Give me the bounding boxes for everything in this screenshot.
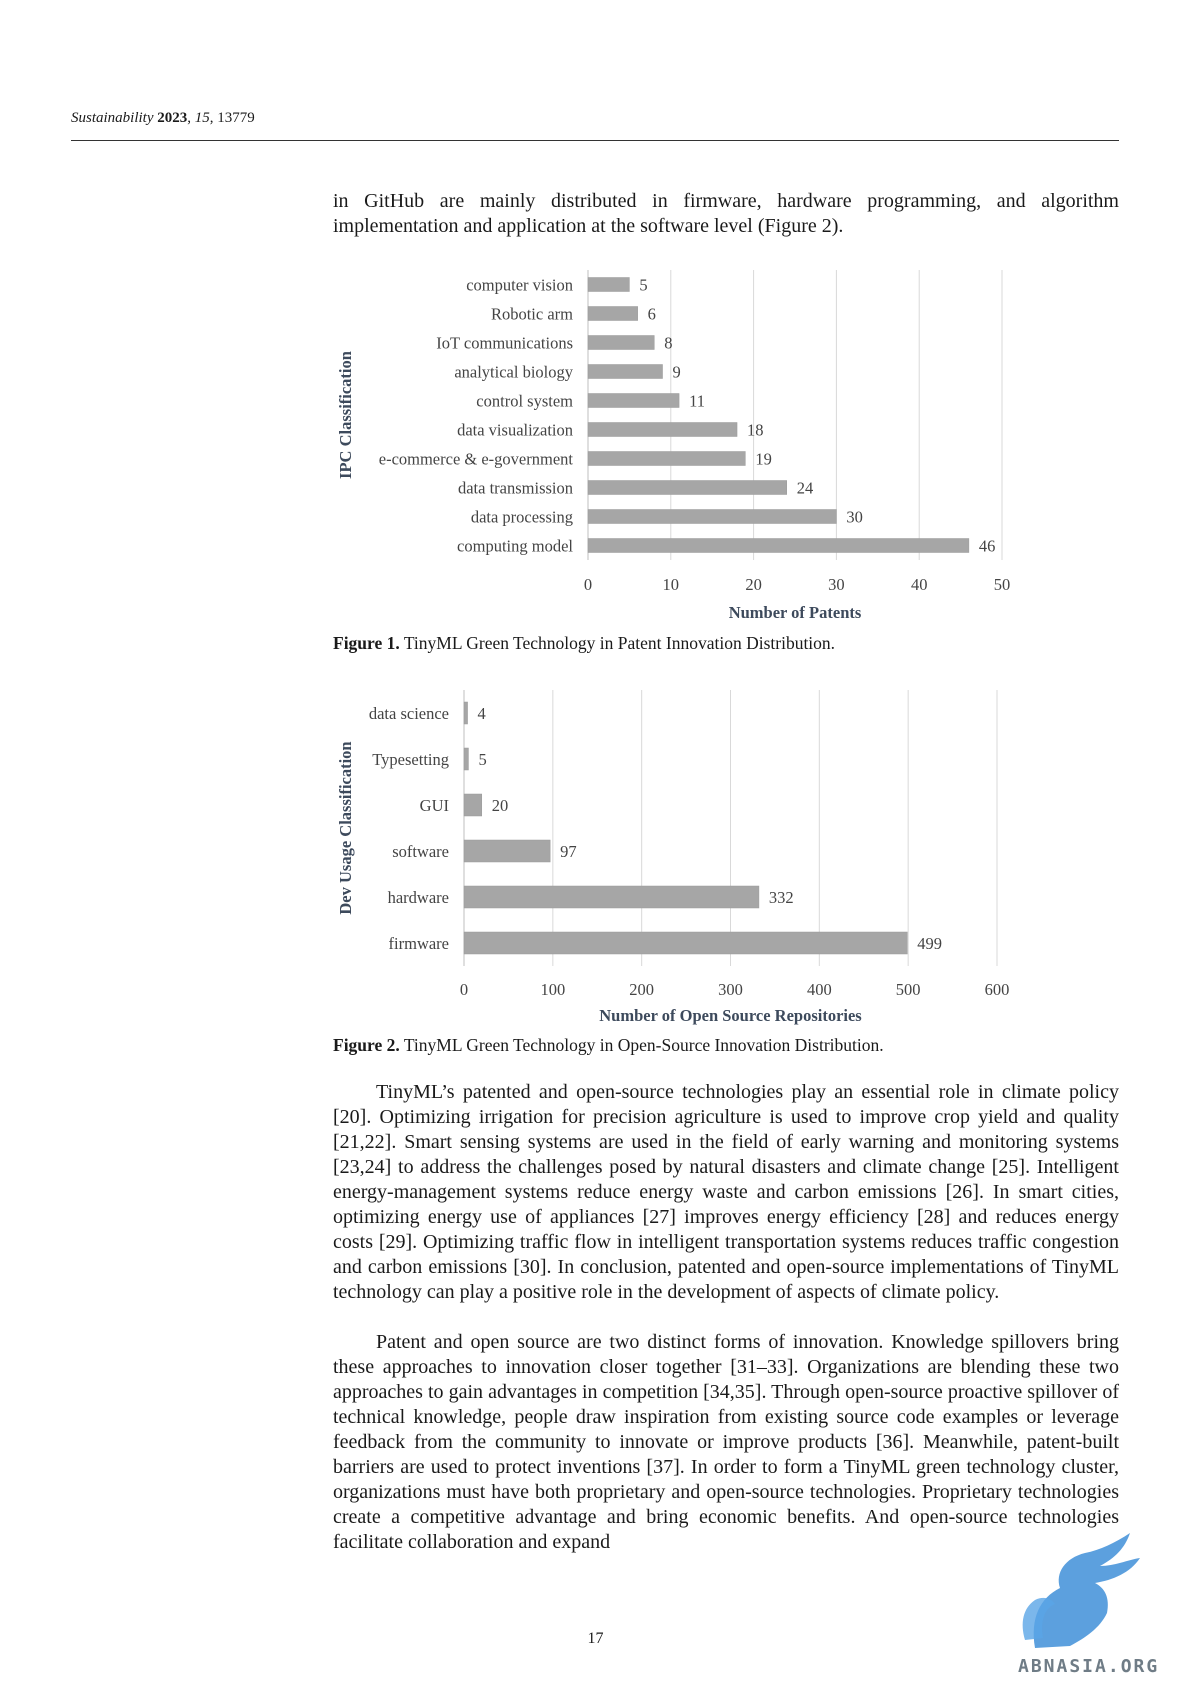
figure1-y-axis-title: IPC Classification — [336, 351, 355, 479]
figure1-value-label: 9 — [673, 363, 681, 382]
figure2-category-label: Typesetting — [372, 750, 449, 769]
figure1-category-label: computer vision — [466, 276, 573, 295]
figure2-value-label: 4 — [478, 704, 486, 723]
header-rule — [71, 140, 1119, 141]
figure2-caption-text: TinyML Green Technology in Open-Source I… — [403, 1035, 884, 1055]
figure2-bar — [463, 793, 483, 817]
figure1-category-label: computing model — [457, 537, 573, 556]
figure1-category-label: e-commerce & e-government — [379, 450, 574, 469]
figure2-tick-label: 600 — [985, 980, 1010, 999]
figure1-bar — [587, 393, 680, 408]
figure2-bar — [463, 747, 469, 771]
figure2-category-label: firmware — [389, 934, 449, 953]
journal-volume: 15 — [194, 110, 210, 126]
page-number: 17 — [587, 1630, 604, 1647]
figure1-caption: Figure 1. TinyML Green Technology in Pat… — [333, 632, 1119, 654]
body-paragraph-2: Patent and open source are two distinct … — [333, 1331, 1119, 1553]
figure2-bar — [463, 701, 468, 725]
figure2-x-axis-title: Number of Open Source Repositories — [599, 1006, 862, 1025]
griffin-logo-icon — [1022, 1533, 1140, 1648]
figure2-bar — [463, 885, 760, 909]
figure2-tick-label: 200 — [629, 980, 654, 999]
figure2-chart: 0 100 200 300 400 500 600 data science 4 Typesett… — [336, 690, 1010, 1025]
journal-name: Sustainability — [71, 110, 154, 126]
figure1-bar — [587, 335, 655, 350]
figure1-value-label: 8 — [664, 334, 672, 353]
figure1-tick-label: 30 — [828, 575, 845, 594]
figure1-bar — [587, 364, 663, 379]
figure1-category-label: control system — [476, 392, 573, 411]
body-paragraph-1: TinyML’s patented and open-source techno… — [333, 1081, 1119, 1303]
figure1-bar — [587, 277, 630, 292]
figure1-value-label: 24 — [797, 479, 814, 498]
figure1-tick-label: 10 — [663, 575, 680, 594]
figure2-category-label: data science — [369, 704, 449, 723]
figure2-tick-label: 100 — [540, 980, 565, 999]
figure1-value-label: 30 — [846, 508, 863, 527]
figure2-caption: Figure 2. TinyML Green Technology in Ope… — [333, 1034, 1119, 1056]
figure1-tick-label: 40 — [911, 575, 928, 594]
figure1-category-label: data transmission — [458, 479, 573, 498]
figure2-value-label: 499 — [917, 934, 942, 953]
journal-year: 2023 — [157, 110, 188, 126]
figure2-y-axis-title: Dev Usage Classification — [336, 741, 355, 914]
figure2-value-label: 332 — [769, 888, 794, 907]
article-number: 13779 — [217, 110, 255, 126]
figure1-bar — [587, 306, 638, 321]
figure1-value-label: 11 — [689, 392, 705, 411]
running-header: Sustainability 2023, 15, 13779 — [71, 110, 255, 126]
figure1-category-label: analytical biology — [454, 363, 573, 382]
figure2-tick-label: 300 — [718, 980, 743, 999]
figure2-value-label: 97 — [560, 842, 577, 861]
figure2-value-label: 5 — [478, 750, 486, 769]
figure1-bar — [587, 480, 787, 495]
figure1-category-label: IoT communications — [436, 334, 573, 353]
figure1-category-label: data visualization — [457, 421, 573, 440]
figure1-tick-label: 20 — [745, 575, 762, 594]
figure2-category-label: software — [392, 842, 449, 861]
figure1-value-label: 46 — [979, 537, 996, 556]
figure1-caption-text: TinyML Green Technology in Patent Innova… — [403, 633, 836, 653]
figure2-tick-label: 0 — [460, 980, 468, 999]
figure1-tick-label: 0 — [584, 575, 592, 594]
figure2-value-label: 20 — [492, 796, 509, 815]
watermark-text: ABNASIA.ORG — [1018, 1656, 1160, 1677]
figure1-category-label: data processing — [471, 508, 573, 527]
figure2-bar — [463, 839, 551, 863]
figure1-value-label: 18 — [747, 421, 764, 440]
figure1-value-label: 19 — [755, 450, 772, 469]
figure1-chart: 0 10 20 30 40 50 computer vision 5 Robotic arm 6 I… — [336, 270, 1011, 622]
figure1-bar — [587, 451, 746, 466]
figure2-label: Figure 2. — [333, 1035, 400, 1055]
figure1-category-label: Robotic arm — [491, 305, 573, 324]
figure1-x-axis-title: Number of Patents — [729, 603, 862, 622]
figure2-category-label: hardware — [388, 888, 449, 907]
figure1-label: Figure 1. — [333, 633, 400, 653]
figure1-bar — [587, 509, 837, 524]
figure1-bar — [587, 538, 970, 553]
figure1-bar — [587, 422, 738, 437]
figure2-bar — [463, 931, 908, 955]
figure2-tick-label: 500 — [896, 980, 921, 999]
intro-paragraph: in GitHub are mainly distributed in firm… — [333, 190, 1119, 237]
figure2-category-label: GUI — [420, 796, 449, 815]
figure1-value-label: 6 — [648, 305, 656, 324]
figure2-tick-label: 400 — [807, 980, 832, 999]
figure1-value-label: 5 — [639, 276, 647, 295]
figure1-tick-label: 50 — [994, 575, 1011, 594]
